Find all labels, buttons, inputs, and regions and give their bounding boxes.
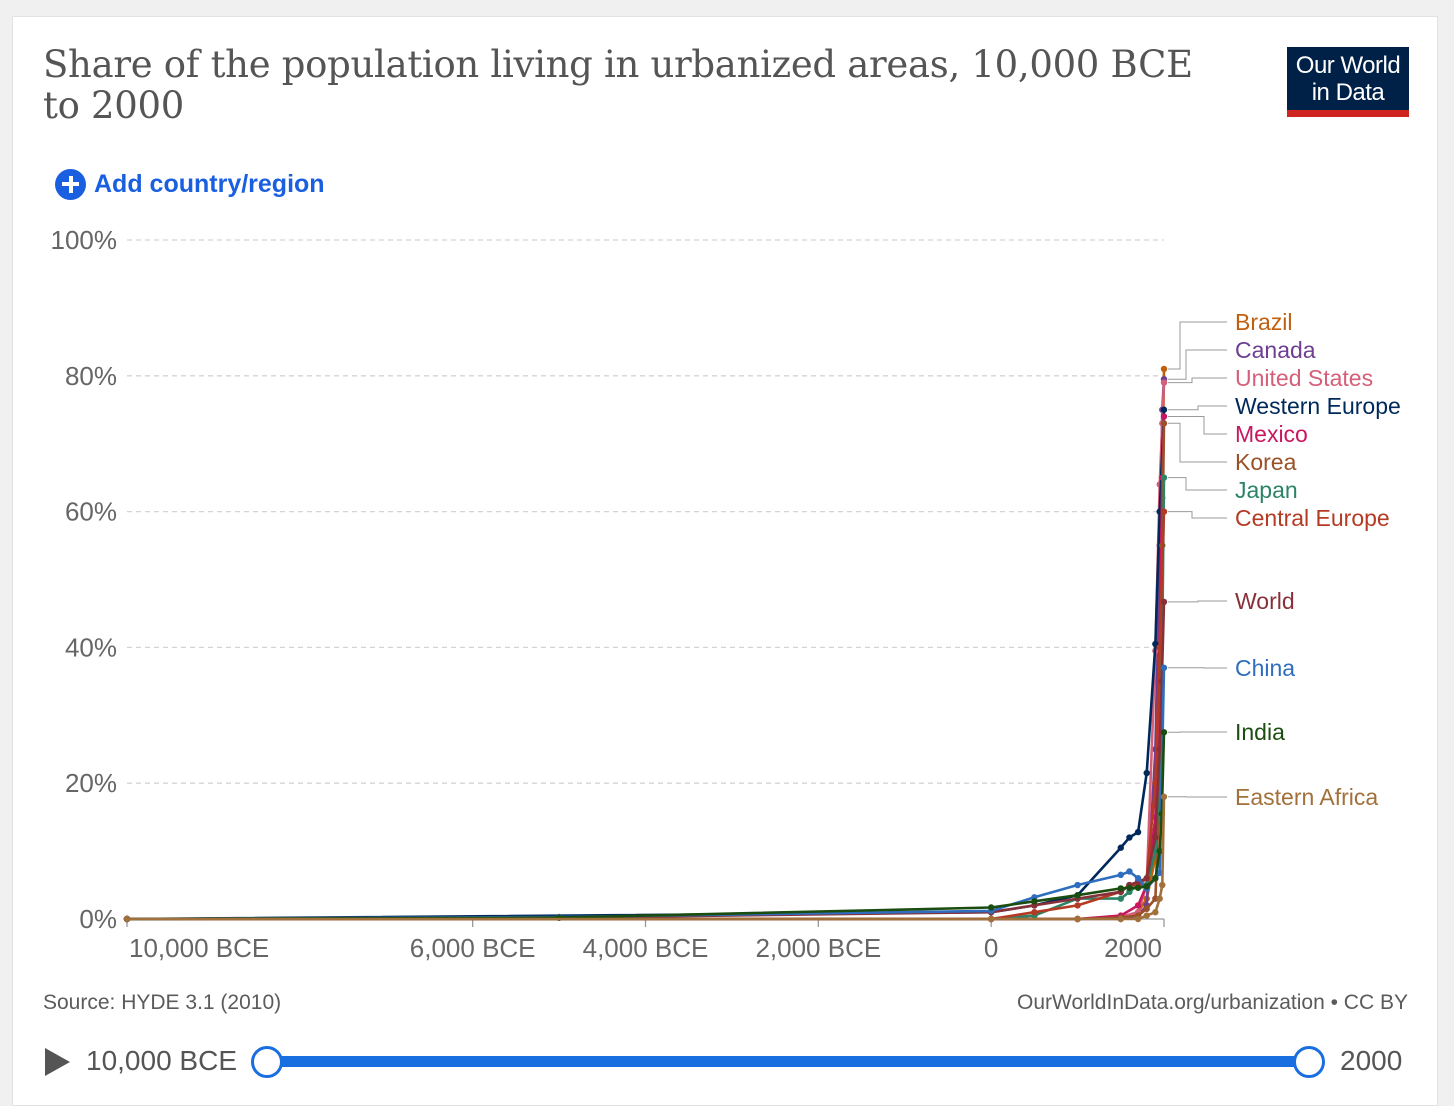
data-point	[124, 916, 130, 922]
data-point	[1118, 872, 1124, 878]
data-point	[1161, 366, 1167, 372]
x-tick-label: 4,000 BCE	[583, 933, 709, 963]
data-point	[1074, 882, 1080, 888]
data-point	[1144, 875, 1150, 881]
x-tick-label: 10,000 BCE	[129, 933, 269, 963]
legend-label: World	[1235, 588, 1295, 614]
y-tick-label: 100%	[51, 225, 118, 255]
data-point	[1135, 902, 1141, 908]
series-line-central-europe	[127, 512, 1164, 919]
data-point	[1135, 916, 1141, 922]
legend-label: Japan	[1235, 477, 1298, 503]
data-point	[1031, 909, 1037, 915]
play-icon[interactable]	[45, 1048, 70, 1076]
legend-label: Brazil	[1235, 309, 1293, 335]
legend-label: China	[1235, 655, 1295, 681]
data-point	[1156, 895, 1162, 901]
timeline-end-label: 2000	[1340, 1045, 1402, 1077]
data-point	[1126, 834, 1132, 840]
y-tick-label: 60%	[65, 497, 117, 527]
series-line-world	[127, 602, 1164, 919]
legend-leader-line	[1168, 601, 1227, 602]
legend-label: Korea	[1235, 449, 1297, 475]
data-point	[1144, 906, 1150, 912]
data-point	[1135, 875, 1141, 881]
x-tick-label: 2000	[1104, 933, 1162, 963]
x-tick-label: 0	[984, 933, 998, 963]
series-line-western-europe	[127, 410, 1164, 919]
data-point	[1031, 898, 1037, 904]
data-point	[988, 904, 994, 910]
data-point	[1152, 875, 1158, 881]
y-tick-label: 40%	[65, 632, 117, 662]
data-point	[1161, 508, 1167, 514]
data-point	[1161, 794, 1167, 800]
data-point	[988, 916, 994, 922]
data-point	[1161, 413, 1167, 419]
legend-leader-line	[1168, 350, 1227, 379]
data-point	[1135, 885, 1141, 891]
data-point	[1161, 420, 1167, 426]
data-point	[1126, 868, 1132, 874]
data-point	[1144, 883, 1150, 889]
series-line-korea	[127, 423, 1164, 919]
timeline-track[interactable]	[266, 1056, 1308, 1067]
x-tick-label: 2,000 BCE	[755, 933, 881, 963]
legend-label: Western Europe	[1235, 393, 1401, 419]
data-point	[1118, 895, 1124, 901]
data-point	[1152, 834, 1158, 840]
x-tick-label: 6,000 BCE	[410, 933, 536, 963]
series-line-canada	[127, 379, 1164, 919]
y-tick-label: 80%	[65, 361, 117, 391]
timeline-end-handle[interactable]	[1293, 1046, 1325, 1078]
series-line-india	[127, 732, 1164, 919]
data-point	[1161, 379, 1167, 385]
legend-leader-line	[1168, 417, 1227, 435]
data-point	[1161, 729, 1167, 735]
data-point	[1126, 885, 1132, 891]
line-chart: 0% 20% 40% 60% 80% 100% 10,000 BCE 6,000 BCE 4,0…	[0, 0, 1454, 1000]
data-point	[1118, 885, 1124, 891]
data-point	[1074, 892, 1080, 898]
timeline-start-handle[interactable]	[251, 1046, 283, 1078]
timeline: 10,000 BCE 2000	[0, 1035, 1454, 1095]
data-point	[1161, 407, 1167, 413]
legend-leader-line	[1168, 423, 1227, 462]
series-line-china	[127, 668, 1164, 919]
series-line-brazil	[127, 369, 1164, 919]
data-point	[1144, 912, 1150, 918]
data-point	[1161, 474, 1167, 480]
legend-label: Central Europe	[1235, 505, 1390, 531]
legend-label: United States	[1235, 365, 1373, 391]
data-point	[1161, 665, 1167, 671]
data-point	[1161, 599, 1167, 605]
series-line-united-states	[127, 383, 1164, 919]
y-tick-label: 20%	[65, 768, 117, 798]
series-line-eastern-africa	[127, 797, 1164, 919]
legend-label: Canada	[1235, 337, 1316, 363]
legend-leader-line	[1168, 512, 1227, 518]
legend-label: India	[1235, 719, 1285, 745]
attribution-link[interactable]: OurWorldInData.org/urbanization • CC BY	[1017, 991, 1408, 1015]
data-point	[1159, 882, 1165, 888]
legend-leader-line	[1168, 322, 1227, 369]
series-line-mexico	[127, 417, 1164, 920]
timeline-start-label: 10,000 BCE	[86, 1045, 237, 1077]
y-tick-label: 0%	[79, 904, 117, 934]
data-point	[1118, 845, 1124, 851]
data-point	[1118, 916, 1124, 922]
source-note[interactable]: Source: HYDE 3.1 (2010)	[43, 991, 281, 1015]
legend-leader-line	[1168, 378, 1227, 383]
series-line-japan	[127, 478, 1164, 919]
legend-leader-line	[1168, 406, 1227, 410]
data-point	[1135, 829, 1141, 835]
legend-label: Eastern Africa	[1235, 784, 1378, 810]
data-point	[1144, 770, 1150, 776]
data-point	[1074, 916, 1080, 922]
data-point	[1074, 902, 1080, 908]
data-point	[1152, 909, 1158, 915]
legend-label: Mexico	[1235, 421, 1308, 447]
legend-leader-line	[1168, 478, 1227, 490]
